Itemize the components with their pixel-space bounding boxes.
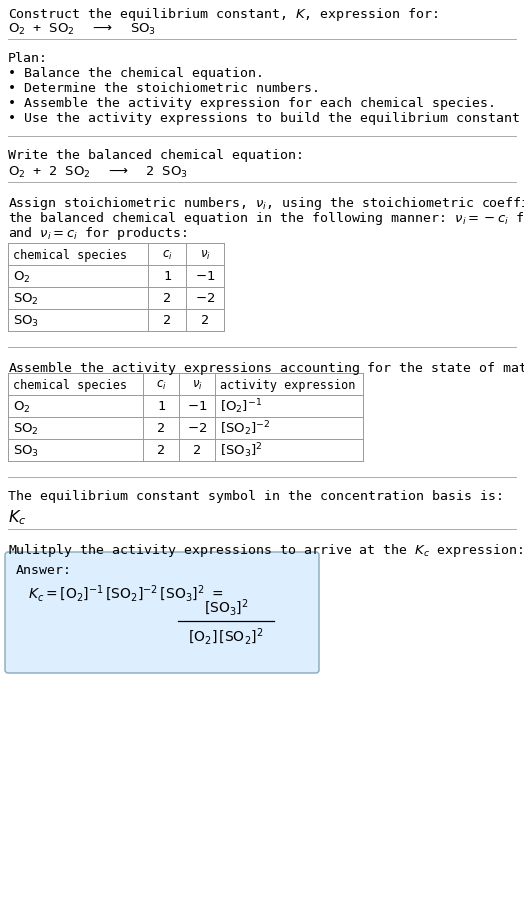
Text: Mulitply the activity expressions to arrive at the $K_c$ expression:: Mulitply the activity expressions to arr… bbox=[8, 541, 523, 558]
Text: 2: 2 bbox=[163, 292, 171, 305]
Text: The equilibrium constant symbol in the concentration basis is:: The equilibrium constant symbol in the c… bbox=[8, 490, 504, 502]
Text: $-2$: $-2$ bbox=[195, 292, 215, 305]
Text: 2: 2 bbox=[157, 422, 165, 435]
Text: • Assemble the activity expression for each chemical species.: • Assemble the activity expression for e… bbox=[8, 97, 496, 110]
Text: $\mathrm{O_2}$: $\mathrm{O_2}$ bbox=[13, 399, 30, 414]
Text: $\mathrm{SO_3}$: $\mathrm{SO_3}$ bbox=[13, 313, 39, 328]
Text: the balanced chemical equation in the following manner: $\nu_i = -c_i$ for react: the balanced chemical equation in the fo… bbox=[8, 210, 524, 226]
Text: 1: 1 bbox=[157, 400, 165, 413]
Text: $[\mathrm{O_2}]^{-1}$: $[\mathrm{O_2}]^{-1}$ bbox=[220, 397, 262, 416]
Text: 2: 2 bbox=[163, 314, 171, 327]
Text: Plan:: Plan: bbox=[8, 52, 48, 65]
Text: $\mathrm{O_2}$: $\mathrm{O_2}$ bbox=[13, 269, 30, 284]
FancyBboxPatch shape bbox=[5, 552, 319, 673]
Text: $-2$: $-2$ bbox=[187, 422, 207, 435]
Text: $\mathrm{O_2}$ + $\mathrm{SO_2}$  $\longrightarrow$  $\mathrm{SO_3}$: $\mathrm{O_2}$ + $\mathrm{SO_2}$ $\longr… bbox=[8, 22, 156, 37]
Text: and $\nu_i = c_i$ for products:: and $\nu_i = c_i$ for products: bbox=[8, 225, 187, 242]
Text: 2: 2 bbox=[193, 444, 201, 457]
Text: activity expression: activity expression bbox=[220, 378, 355, 391]
Text: $-1$: $-1$ bbox=[187, 400, 207, 413]
Text: $[\mathrm{O_2}]\,[\mathrm{SO_2}]^{2}$: $[\mathrm{O_2}]\,[\mathrm{SO_2}]^{2}$ bbox=[188, 626, 264, 647]
Text: $c_i$: $c_i$ bbox=[161, 248, 172, 262]
Text: $\mathrm{SO_2}$: $\mathrm{SO_2}$ bbox=[13, 291, 39, 306]
Text: $\mathrm{O_2}$ + 2 $\mathrm{SO_2}$  $\longrightarrow$  2 $\mathrm{SO_3}$: $\mathrm{O_2}$ + 2 $\mathrm{SO_2}$ $\lon… bbox=[8, 165, 188, 179]
Text: • Balance the chemical equation.: • Balance the chemical equation. bbox=[8, 67, 264, 80]
Text: $\nu_i$: $\nu_i$ bbox=[200, 248, 211, 262]
Text: $K_c$: $K_c$ bbox=[8, 508, 26, 526]
Text: $\mathrm{SO_3}$: $\mathrm{SO_3}$ bbox=[13, 443, 39, 458]
Text: $[\mathrm{SO_3}]^{2}$: $[\mathrm{SO_3}]^{2}$ bbox=[220, 441, 263, 460]
Text: $K_c = [\mathrm{O_2}]^{-1}\,[\mathrm{SO_2}]^{-2}\,[\mathrm{SO_3}]^{2}\ =$: $K_c = [\mathrm{O_2}]^{-1}\,[\mathrm{SO_… bbox=[28, 584, 223, 603]
Text: • Use the activity expressions to build the equilibrium constant expression.: • Use the activity expressions to build … bbox=[8, 112, 524, 124]
Text: $-1$: $-1$ bbox=[195, 271, 215, 283]
Text: Write the balanced chemical equation:: Write the balanced chemical equation: bbox=[8, 149, 304, 161]
Text: Construct the equilibrium constant, $K$, expression for:: Construct the equilibrium constant, $K$,… bbox=[8, 6, 438, 23]
Text: Assemble the activity expressions accounting for the state of matter and $\nu_i$: Assemble the activity expressions accoun… bbox=[8, 360, 524, 376]
Text: $\nu_i$: $\nu_i$ bbox=[192, 378, 202, 391]
Text: 1: 1 bbox=[163, 271, 171, 283]
Text: Answer:: Answer: bbox=[16, 564, 72, 576]
Text: $\mathrm{SO_2}$: $\mathrm{SO_2}$ bbox=[13, 421, 39, 436]
Text: chemical species: chemical species bbox=[13, 248, 127, 262]
Text: Assign stoichiometric numbers, $\nu_i$, using the stoichiometric coefficients, $: Assign stoichiometric numbers, $\nu_i$, … bbox=[8, 195, 524, 212]
Text: $[\mathrm{SO_2}]^{-2}$: $[\mathrm{SO_2}]^{-2}$ bbox=[220, 419, 270, 437]
Text: 2: 2 bbox=[201, 314, 209, 327]
Text: $[\mathrm{SO_3}]^{2}$: $[\mathrm{SO_3}]^{2}$ bbox=[204, 597, 248, 618]
Text: $c_i$: $c_i$ bbox=[156, 378, 166, 391]
Text: 2: 2 bbox=[157, 444, 165, 457]
Text: • Determine the stoichiometric numbers.: • Determine the stoichiometric numbers. bbox=[8, 82, 320, 95]
Text: chemical species: chemical species bbox=[13, 378, 127, 391]
